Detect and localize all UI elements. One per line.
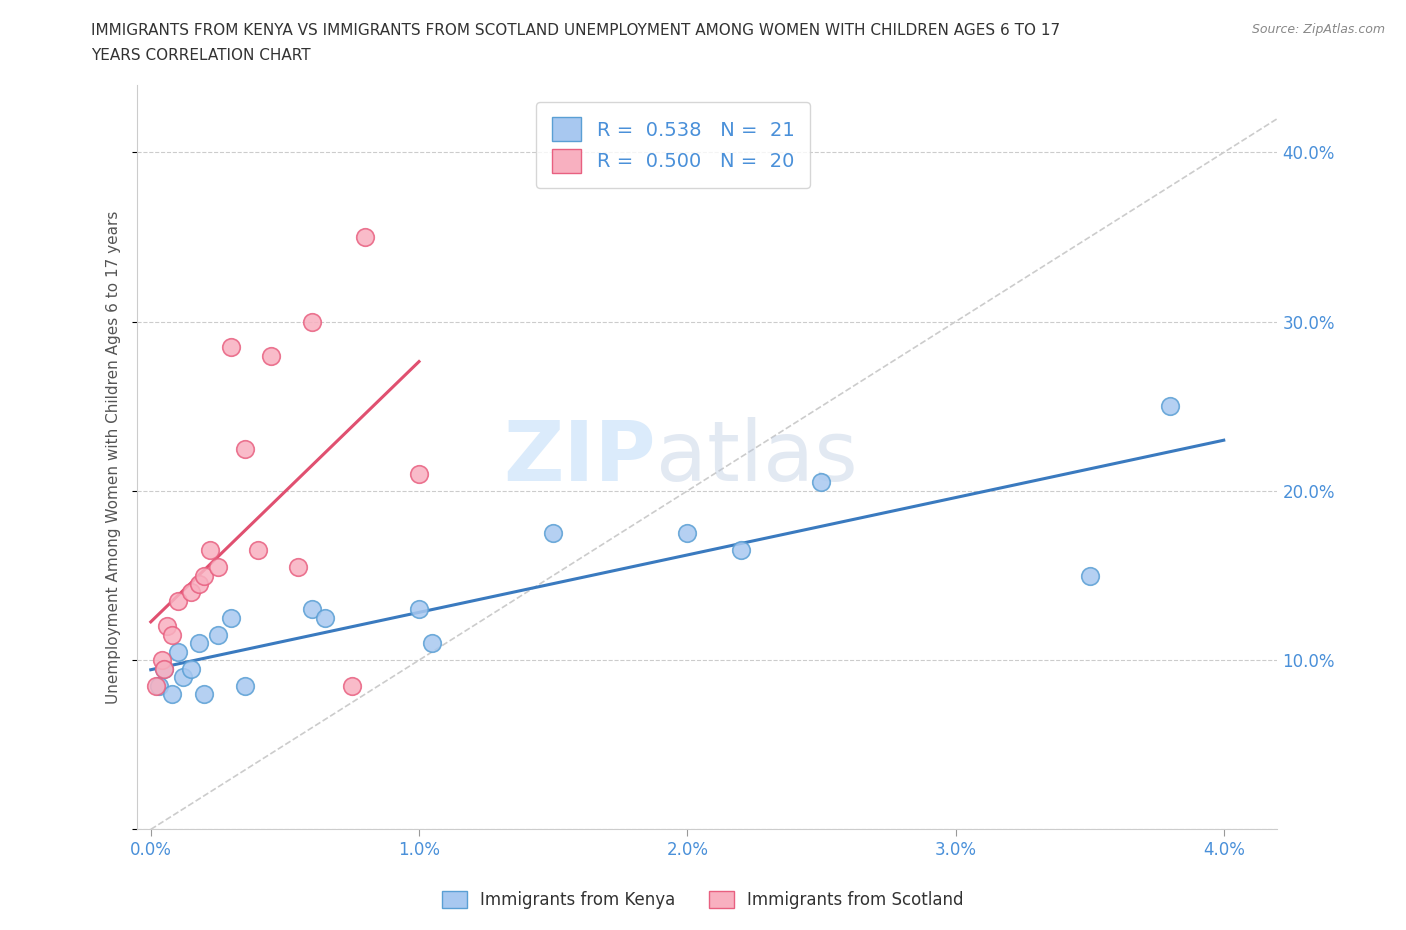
Point [160, 686, 183, 701]
Point [408, 467, 430, 482]
Point [153, 661, 176, 676]
Point [145, 678, 167, 693]
Point [287, 560, 309, 575]
Point [166, 593, 188, 608]
Point [301, 602, 323, 617]
Point [219, 339, 242, 354]
Text: atlas: atlas [657, 417, 858, 498]
Text: YEARS CORRELATION CHART: YEARS CORRELATION CHART [91, 48, 311, 63]
Point [676, 525, 699, 540]
Text: ZIP: ZIP [503, 417, 657, 498]
Point [198, 543, 221, 558]
Point [166, 644, 188, 659]
Point [153, 661, 176, 676]
Point [247, 543, 270, 558]
Point [150, 653, 173, 668]
Point [260, 348, 283, 363]
Point [233, 678, 256, 693]
Point [233, 441, 256, 456]
Point [810, 475, 832, 490]
Point [207, 560, 229, 575]
Text: Source: ZipAtlas.com: Source: ZipAtlas.com [1251, 23, 1385, 36]
Point [207, 628, 229, 643]
Legend: Immigrants from Kenya, Immigrants from Scotland: Immigrants from Kenya, Immigrants from S… [434, 883, 972, 917]
Point [1078, 568, 1101, 583]
Point [1159, 399, 1181, 414]
Point [408, 602, 430, 617]
Text: IMMIGRANTS FROM KENYA VS IMMIGRANTS FROM SCOTLAND UNEMPLOYMENT AMONG WOMEN WITH : IMMIGRANTS FROM KENYA VS IMMIGRANTS FROM… [91, 23, 1060, 38]
Point [193, 686, 215, 701]
Point [730, 543, 752, 558]
Point [541, 525, 564, 540]
Point [180, 585, 202, 600]
Point [354, 230, 377, 245]
Y-axis label: Unemployment Among Women with Children Ages 6 to 17 years: Unemployment Among Women with Children A… [107, 210, 121, 704]
Point [188, 636, 211, 651]
Point [340, 678, 363, 693]
Point [160, 628, 183, 643]
Point [188, 577, 211, 591]
Point [180, 661, 202, 676]
Point [172, 670, 194, 684]
Point [314, 610, 336, 625]
Legend: R =  0.538   N =  21, R =  0.500   N =  20: R = 0.538 N = 21, R = 0.500 N = 20 [536, 102, 810, 188]
Point [193, 568, 215, 583]
Point [422, 636, 444, 651]
Point [148, 678, 170, 693]
Point [156, 618, 179, 633]
Point [219, 610, 242, 625]
Point [301, 314, 323, 329]
